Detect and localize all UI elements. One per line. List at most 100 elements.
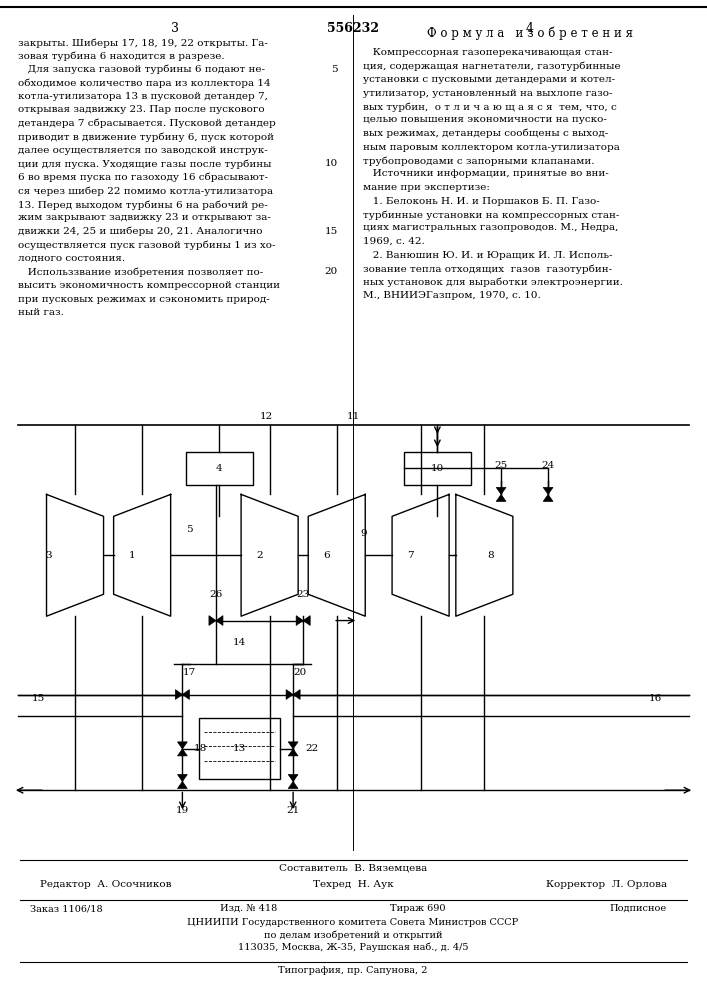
Text: М., ВНИИЭГазпром, 1970, с. 10.: М., ВНИИЭГазпром, 1970, с. 10. (363, 291, 541, 300)
Text: 26: 26 (209, 590, 223, 599)
Text: по делам изобретений и открытий: по делам изобретений и открытий (264, 930, 443, 940)
Text: утилизатор, установленный на выхлопе газо-: утилизатор, установленный на выхлопе газ… (363, 89, 612, 98)
Text: 556232: 556232 (327, 22, 379, 35)
Text: 2: 2 (257, 551, 263, 560)
Text: 6 во время пуска по газоходу 16 сбрасывают-: 6 во время пуска по газоходу 16 сбрасыва… (18, 173, 268, 182)
Text: 19: 19 (176, 806, 189, 815)
Text: 6: 6 (324, 551, 330, 560)
Text: Подписное: Подписное (610, 904, 667, 913)
Text: ЦНИИПИ Государственного комитета Совета Министров СССР: ЦНИИПИ Государственного комитета Совета … (187, 918, 519, 927)
Text: циях магистральных газопроводов. М., Недра,: циях магистральных газопроводов. М., Нед… (363, 224, 619, 232)
Text: 5: 5 (332, 65, 338, 74)
Text: Компрессорная газоперекачивающая стан-: Компрессорная газоперекачивающая стан- (363, 48, 612, 57)
Text: вых турбин,  о т л и ч а ю щ а я с я  тем, что, с: вых турбин, о т л и ч а ю щ а я с я тем,… (363, 102, 617, 111)
Text: движки 24, 25 и шиберы 20, 21. Аналогично: движки 24, 25 и шиберы 20, 21. Аналогичн… (18, 227, 262, 236)
Text: 113035, Москва, Ж-35, Раушская наб., д. 4/5: 113035, Москва, Ж-35, Раушская наб., д. … (238, 942, 468, 952)
Polygon shape (543, 487, 553, 494)
Text: жим закрывают задвижку 23 и открывают за-: жим закрывают задвижку 23 и открывают за… (18, 214, 271, 223)
Text: 21: 21 (286, 806, 300, 815)
Bar (199, 718, 280, 779)
Text: закрыты. Шиберы 17, 18, 19, 22 открыты. Га-: закрыты. Шиберы 17, 18, 19, 22 открыты. … (18, 38, 268, 47)
Polygon shape (296, 616, 303, 625)
Text: 12: 12 (259, 412, 273, 421)
Polygon shape (177, 782, 187, 788)
Text: ции для пуска. Уходящие газы после турбины: ции для пуска. Уходящие газы после турби… (18, 159, 271, 169)
Text: 10: 10 (431, 464, 444, 473)
Text: 10: 10 (325, 159, 338, 168)
Text: Заказ 1106/18: Заказ 1106/18 (30, 904, 103, 913)
Text: Типография, пр. Сапунова, 2: Типография, пр. Сапунова, 2 (279, 966, 428, 975)
Bar (404, 452, 471, 485)
Text: Тираж 690: Тираж 690 (390, 904, 445, 913)
Text: открывая задвижку 23. Пар после пускового: открывая задвижку 23. Пар после пусковог… (18, 105, 264, 114)
Text: Изд. № 418: Изд. № 418 (220, 904, 277, 913)
Text: 17: 17 (182, 668, 196, 677)
Text: 23: 23 (296, 590, 310, 599)
Text: осуществляется пуск газовой турбины 1 из хо-: осуществляется пуск газовой турбины 1 из… (18, 240, 276, 250)
Text: 15: 15 (325, 227, 338, 236)
Text: 11: 11 (347, 412, 360, 421)
Text: 20: 20 (325, 267, 338, 276)
Text: 3: 3 (171, 22, 179, 35)
Text: детандера 7 сбрасывается. Пусковой детандер: детандера 7 сбрасывается. Пусковой детан… (18, 119, 276, 128)
Polygon shape (175, 690, 182, 699)
Text: далее осуществляется по заводской инструк-: далее осуществляется по заводской инстру… (18, 146, 268, 155)
Text: 8: 8 (487, 551, 494, 560)
Text: трубопроводами с запорными клапанами.: трубопроводами с запорными клапанами. (363, 156, 595, 165)
Polygon shape (177, 774, 187, 782)
Text: 13: 13 (233, 744, 246, 753)
Text: мание при экспертизе:: мание при экспертизе: (363, 183, 490, 192)
Text: ся через шибер 22 помимо котла-утилизатора: ся через шибер 22 помимо котла-утилизато… (18, 186, 273, 196)
Text: обходимое количество пара из коллектора 14: обходимое количество пара из коллектора … (18, 79, 271, 88)
Polygon shape (496, 487, 506, 494)
Text: ный газ.: ный газ. (18, 308, 64, 317)
Text: зование тепла отходящих  газов  газотурбин-: зование тепла отходящих газов газотурбин… (363, 264, 612, 273)
Text: вых режимах, детандеры сообщены с выход-: вых режимах, детандеры сообщены с выход- (363, 129, 608, 138)
Text: Составитель  В. Вяземцева: Составитель В. Вяземцева (279, 864, 427, 873)
Text: 1969, с. 42.: 1969, с. 42. (363, 237, 425, 246)
Polygon shape (286, 690, 293, 699)
Text: ция, содержащая нагнетатели, газотурбинные: ция, содержащая нагнетатели, газотурбинн… (363, 62, 621, 71)
Text: 5: 5 (186, 525, 192, 534)
Text: Техред  Н. Аук: Техред Н. Аук (312, 880, 393, 889)
Polygon shape (288, 749, 298, 756)
Text: Редактор  А. Осочников: Редактор А. Осочников (40, 880, 172, 889)
Polygon shape (303, 616, 310, 625)
Text: Ф о р м у л а   и з о б р е т е н и я: Ф о р м у л а и з о б р е т е н и я (427, 26, 633, 39)
Text: установки с пусковыми детандерами и котел-: установки с пусковыми детандерами и коте… (363, 75, 615, 84)
Text: 25: 25 (494, 461, 508, 470)
Text: 16: 16 (649, 694, 662, 703)
Text: котла-утилизатора 13 в пусковой детандер 7,: котла-утилизатора 13 в пусковой детандер… (18, 92, 268, 101)
Text: 1: 1 (129, 551, 136, 560)
Text: 3: 3 (45, 551, 52, 560)
Polygon shape (288, 782, 298, 788)
Polygon shape (177, 742, 187, 749)
Text: 7: 7 (407, 551, 414, 560)
Polygon shape (177, 749, 187, 756)
Text: 9: 9 (361, 529, 367, 538)
Text: приводит в движение турбину 6, пуск которой: приводит в движение турбину 6, пуск кото… (18, 132, 274, 142)
Text: Корректор  Л. Орлова: Корректор Л. Орлова (546, 880, 667, 889)
Text: 4: 4 (216, 464, 223, 473)
Polygon shape (496, 494, 506, 501)
Text: Источники информации, принятые во вни-: Источники информации, принятые во вни- (363, 169, 609, 178)
Polygon shape (288, 774, 298, 782)
Text: 4: 4 (526, 22, 534, 35)
Text: лодного состояния.: лодного состояния. (18, 254, 125, 263)
Polygon shape (543, 494, 553, 501)
Text: 13. Перед выходом турбины 6 на рабочий ре-: 13. Перед выходом турбины 6 на рабочий р… (18, 200, 268, 210)
Text: при пусковых режимах и сэкономить природ-: при пусковых режимах и сэкономить природ… (18, 294, 270, 304)
Bar (186, 452, 253, 485)
Text: 22: 22 (305, 744, 318, 753)
Text: 20: 20 (293, 668, 306, 677)
Polygon shape (288, 742, 298, 749)
Text: Для запуска газовой турбины 6 подают не-: Для запуска газовой турбины 6 подают не- (18, 65, 265, 75)
Text: Использзвание изобретения позволяет по-: Использзвание изобретения позволяет по- (18, 267, 263, 277)
Polygon shape (182, 690, 189, 699)
Text: целью повышения экономичности на пуско-: целью повышения экономичности на пуско- (363, 115, 607, 124)
Text: ным паровым коллектором котла-утилизатора: ным паровым коллектором котла-утилизатор… (363, 142, 620, 151)
Text: зовая турбина 6 находится в разрезе.: зовая турбина 6 находится в разрезе. (18, 51, 225, 61)
Text: ных установок для выработки электроэнергии.: ных установок для выработки электроэнерг… (363, 277, 623, 287)
Text: турбинные установки на компрессорных стан-: турбинные установки на компрессорных ста… (363, 210, 619, 220)
Text: 24: 24 (542, 461, 555, 470)
